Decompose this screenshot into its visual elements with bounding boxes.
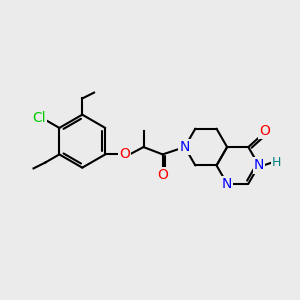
Text: N: N [179, 140, 190, 154]
Text: N: N [254, 158, 264, 172]
Text: Cl: Cl [32, 111, 46, 125]
Text: O: O [157, 168, 168, 182]
Text: N: N [222, 177, 232, 191]
Text: O: O [119, 147, 130, 161]
Text: N: N [179, 140, 190, 154]
Text: H: H [272, 156, 281, 169]
Text: O: O [259, 124, 270, 138]
